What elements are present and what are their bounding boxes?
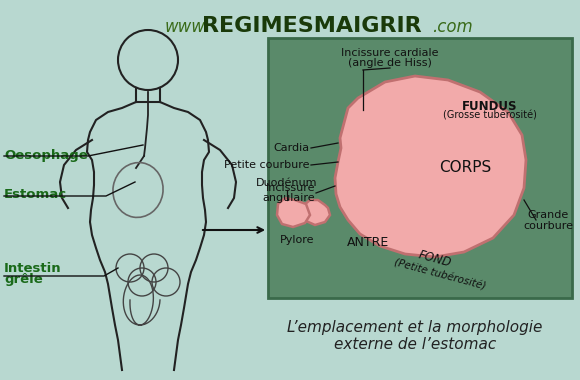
Text: (Petite tubérosité): (Petite tubérosité)	[393, 258, 487, 292]
Text: Petite courbure: Petite courbure	[224, 160, 310, 170]
Text: Pylore: Pylore	[280, 235, 314, 245]
Text: Incissure: Incissure	[266, 183, 315, 193]
Text: .com: .com	[432, 18, 473, 36]
FancyBboxPatch shape	[268, 38, 572, 298]
Polygon shape	[335, 76, 526, 257]
Text: Incissure cardiale: Incissure cardiale	[341, 48, 438, 58]
Text: grêle: grêle	[4, 274, 43, 287]
Text: Cardia: Cardia	[274, 143, 310, 153]
Text: www.: www.	[165, 18, 210, 36]
Text: Intestin: Intestin	[4, 261, 61, 274]
Text: FUNDUS: FUNDUS	[462, 100, 518, 113]
Text: (Grosse tubérosité): (Grosse tubérosité)	[443, 111, 537, 121]
Text: REGIMESMAIGRIR: REGIMESMAIGRIR	[202, 16, 422, 36]
Text: CORPS: CORPS	[439, 160, 491, 176]
Text: Estomac: Estomac	[4, 188, 67, 201]
Text: angulaire: angulaire	[262, 193, 315, 203]
Text: L’emplacement et la morphologie
externe de l’estomac: L’emplacement et la morphologie externe …	[287, 320, 543, 352]
Text: courbure: courbure	[523, 221, 573, 231]
Polygon shape	[277, 198, 310, 227]
Polygon shape	[302, 200, 330, 225]
Text: Oesophage: Oesophage	[4, 149, 88, 162]
Text: Duodénum: Duodénum	[256, 178, 318, 188]
Text: ANTRE: ANTRE	[347, 236, 389, 249]
Text: FOND: FOND	[417, 248, 453, 269]
Text: (angle de Hiss): (angle de Hiss)	[348, 58, 432, 68]
Text: Grande: Grande	[527, 210, 568, 220]
